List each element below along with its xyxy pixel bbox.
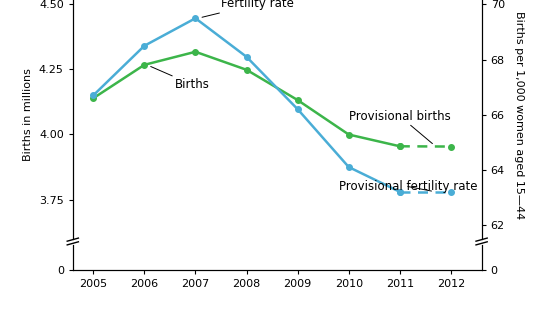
Text: Provisional births: Provisional births: [349, 109, 450, 144]
Y-axis label: Births per 1,000 women aged 15—44: Births per 1,000 women aged 15—44: [514, 11, 524, 219]
Text: Provisional fertility rate: Provisional fertility rate: [339, 180, 477, 193]
Text: Fertility rate: Fertility rate: [202, 0, 294, 17]
Text: Births: Births: [151, 67, 210, 91]
Y-axis label: Births in millions: Births in millions: [24, 68, 34, 161]
